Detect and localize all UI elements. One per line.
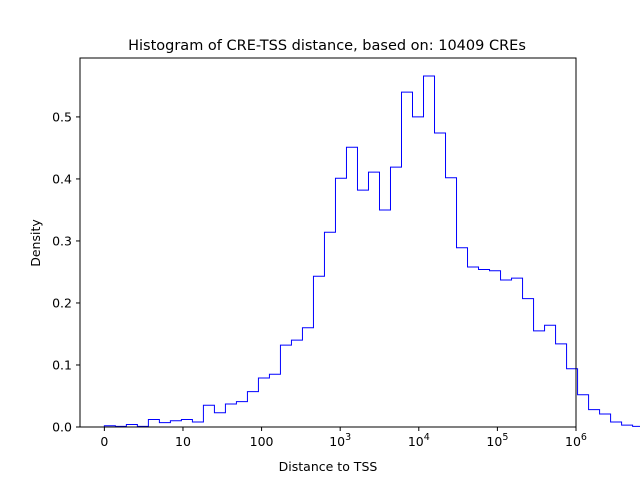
x-axis-label: Distance to TSS [279, 459, 378, 474]
histogram-step-line [103, 75, 640, 427]
x-tick-label: 104 [408, 432, 430, 449]
x-axis-ticks: 0 10 100 103 104 105 106 [100, 427, 587, 449]
y-tick-label: 0.0 [52, 420, 72, 435]
chart-title: Histogram of CRE-TSS distance, based on:… [128, 38, 526, 54]
y-tick-label: 0.3 [52, 233, 72, 248]
y-tick-label: 0.1 [52, 357, 72, 372]
axes-frame [79, 57, 577, 428]
x-tick-label: 106 [565, 432, 587, 449]
y-axis-ticks: 0.0 0.1 0.2 0.3 0.4 0.5 [52, 109, 80, 435]
y-tick-label: 0.5 [52, 109, 72, 124]
y-tick-label: 0.2 [52, 295, 72, 310]
plot-area [103, 75, 640, 427]
x-tick-label: 103 [329, 432, 351, 449]
y-axis-label: Density [28, 219, 43, 267]
x-tick-label: 100 [250, 434, 274, 449]
x-tick-label: 10 [175, 434, 191, 449]
x-tick-label: 0 [100, 434, 108, 449]
x-tick-label: 105 [486, 432, 508, 449]
y-tick-label: 0.4 [52, 171, 72, 186]
